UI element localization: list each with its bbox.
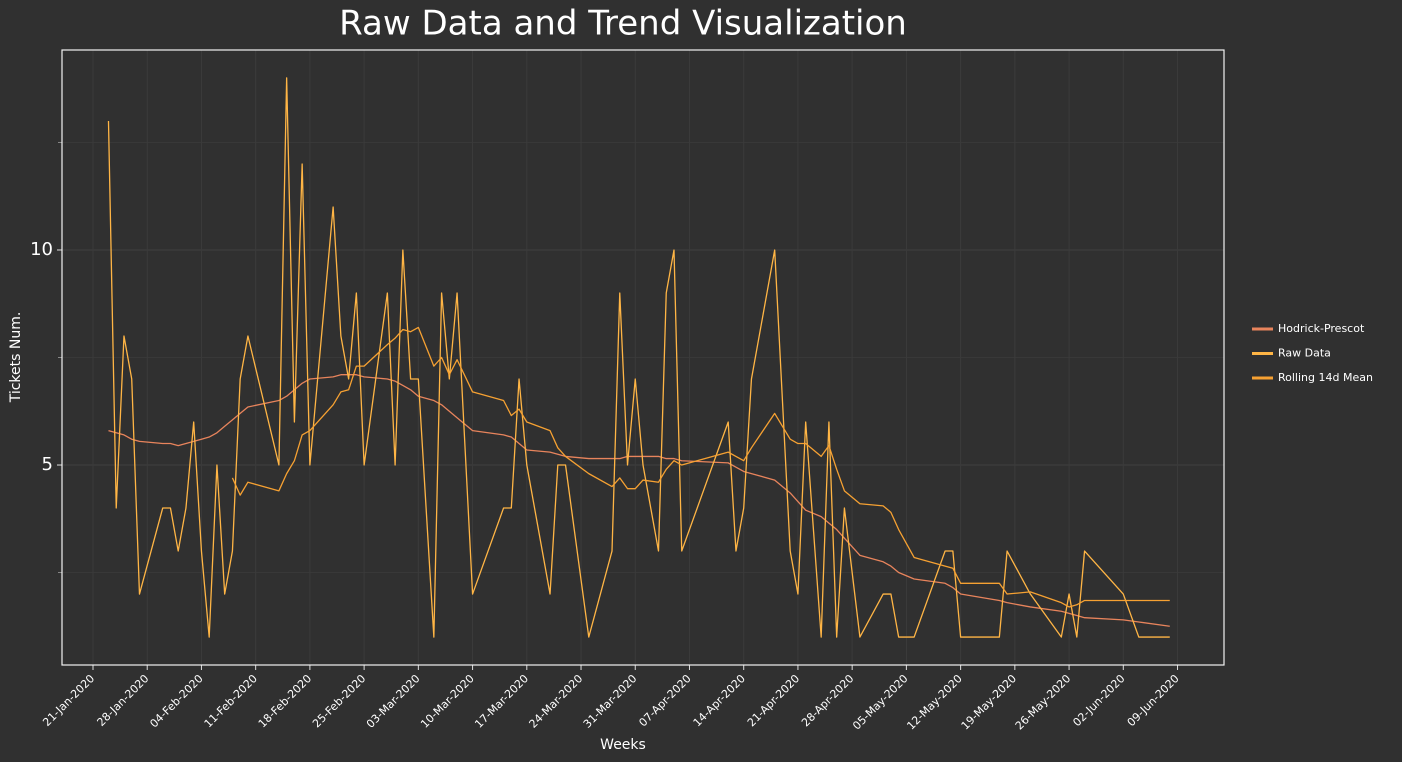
- series-line: [108, 374, 1170, 627]
- chart-title: Raw Data and Trend Visualization: [339, 4, 907, 44]
- legend-label: Hodrick-Prescot: [1278, 322, 1365, 335]
- plot-frame: [61, 49, 1225, 666]
- legend-label: Rolling 14d Mean: [1278, 371, 1373, 384]
- x-axis-label: Weeks: [600, 737, 646, 753]
- y-axis-label: Tickets Num.: [8, 312, 24, 404]
- series-line: [107, 77, 1170, 638]
- series-line: [231, 326, 1170, 608]
- y-tick-label: 10: [30, 239, 53, 260]
- y-tick-label: 5: [42, 454, 53, 475]
- legend-label: Raw Data: [1278, 347, 1331, 360]
